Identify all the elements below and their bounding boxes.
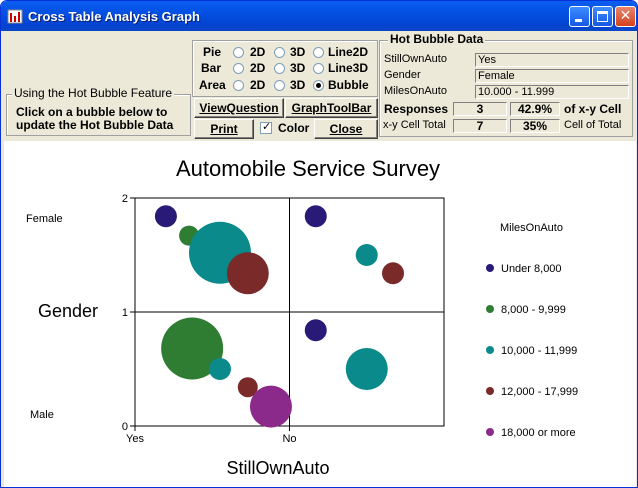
xy-total-label: x-y Cell Total: [383, 119, 446, 131]
field-label: StillOwnAuto: [384, 53, 447, 65]
legend-title: MilesOnAuto: [500, 222, 563, 234]
chart-type-label: Pie: [203, 45, 222, 59]
x-tick-label: Yes: [126, 433, 144, 445]
close-window-button[interactable]: ✕: [615, 6, 636, 27]
legend-marker: [486, 264, 494, 272]
chart-type-option-label[interactable]: Bubble: [328, 78, 369, 92]
legend-marker: [486, 305, 494, 313]
responses-value: 3: [453, 102, 507, 116]
bubble[interactable]: [237, 377, 258, 398]
field-value: 10.000 - 11.999: [475, 85, 629, 99]
chart-type-radio[interactable]: [274, 47, 285, 58]
chart-type-row: Area 2D 3D Bubble: [4, 78, 369, 94]
info-text: Click on a bubble below to update the Ho…: [16, 105, 174, 132]
bubble[interactable]: [154, 205, 177, 228]
bubble[interactable]: [355, 244, 378, 266]
legend-entry: Under 8,000: [501, 263, 562, 275]
minimize-button[interactable]: [569, 6, 590, 27]
chart-type-option-label[interactable]: 3D: [290, 45, 306, 59]
legend-marker: [486, 428, 494, 436]
chart-type-option-label[interactable]: 3D: [290, 78, 306, 92]
close-icon: ✕: [619, 8, 632, 24]
pct-xy-label: of x-y Cell: [564, 102, 622, 116]
bubble[interactable]: [208, 358, 231, 380]
chart-type-option-label[interactable]: 3D: [290, 61, 306, 75]
legend-entry: 8,000 - 9,999: [501, 304, 566, 316]
field-label: Gender: [384, 69, 421, 81]
xy-total-value: 7: [453, 119, 507, 133]
pct-cell-value: 35%: [510, 119, 560, 133]
graph-toolbar-button[interactable]: GraphToolBar: [285, 98, 378, 118]
hot-bubble-legend: Hot Bubble Data: [388, 32, 486, 46]
pct-cell-label: Cell of Total: [564, 119, 622, 131]
chart-type-radio[interactable]: [313, 63, 324, 74]
legend-entry: 18,000 or more: [501, 427, 576, 439]
print-button[interactable]: Print: [194, 119, 254, 139]
chart-type-row: Bar 2D 3D Line3D: [4, 61, 368, 77]
info-legend: Using the Hot Bubble Feature: [12, 86, 175, 100]
y-tick-label: 0: [122, 421, 128, 433]
chart-type-radio[interactable]: [274, 80, 285, 91]
legend-marker: [486, 387, 494, 395]
bubble[interactable]: [382, 262, 405, 285]
y-axis-label: Gender: [38, 301, 98, 321]
chart-title: Automobile Service Survey: [176, 156, 440, 181]
color-label: Color: [278, 121, 310, 135]
chart-type-option-label[interactable]: 2D: [250, 61, 266, 75]
x-tick-label: No: [282, 433, 296, 445]
x-axis-label: StillOwnAuto: [226, 458, 329, 478]
chart-area[interactable]: Automobile Service Survey StillOwnAuto G…: [4, 141, 636, 487]
app-icon: [7, 9, 23, 24]
chart-type-radio[interactable]: [313, 80, 324, 91]
bubble-chart[interactable]: Automobile Service Survey StillOwnAuto G…: [4, 141, 636, 487]
chart-type-group: [192, 40, 378, 97]
legend-marker: [486, 346, 494, 354]
chart-type-radio[interactable]: [233, 47, 244, 58]
chart-type-row: Pie 2D 3D Line2D: [4, 45, 368, 61]
chart-type-radio[interactable]: [233, 80, 244, 91]
field-value: Yes: [475, 53, 629, 67]
legend-entry: 10,000 - 11,999: [501, 345, 577, 357]
maximize-button[interactable]: [592, 6, 613, 27]
color-checkbox[interactable]: [260, 120, 272, 134]
chart-type-option-label[interactable]: Line3D: [328, 61, 369, 75]
minimize-icon: [575, 19, 582, 22]
close-button[interactable]: Close: [314, 119, 378, 139]
chart-type-option-label[interactable]: 2D: [250, 78, 266, 92]
field-label: MilesOnAuto: [384, 85, 447, 97]
pct-xy-value: 42.9%: [510, 102, 560, 116]
y-category-bottom: Male: [30, 409, 54, 421]
view-question-button[interactable]: ViewQuestion: [194, 98, 284, 118]
bubble[interactable]: [226, 252, 269, 295]
chart-type-label: Area: [199, 78, 226, 92]
chart-type-radio[interactable]: [233, 63, 244, 74]
chart-type-option-label[interactable]: 2D: [250, 45, 266, 59]
chart-type-label: Bar: [201, 61, 222, 75]
window-title: Cross Table Analysis Graph: [28, 9, 200, 24]
y-tick-label: 2: [122, 193, 128, 205]
bubble[interactable]: [304, 319, 327, 342]
maximize-icon: [597, 11, 608, 22]
field-value: Female: [475, 69, 629, 83]
responses-label: Responses: [384, 102, 449, 116]
control-panel: Using the Hot Bubble Feature Click on a …: [4, 31, 636, 139]
hot-bubble-group: [379, 40, 633, 137]
bubble[interactable]: [161, 317, 224, 380]
bubble[interactable]: [304, 205, 327, 228]
bubble[interactable]: [249, 385, 292, 428]
chart-type-radio[interactable]: [274, 63, 285, 74]
chart-type-option-label[interactable]: Line2D: [328, 45, 369, 59]
title-bar[interactable]: Cross Table Analysis Graph ✕: [1, 1, 637, 31]
legend-entry: 12,000 - 17,999: [501, 386, 578, 398]
bubble[interactable]: [345, 348, 388, 390]
y-category-top: Female: [26, 213, 63, 225]
chart-type-radio[interactable]: [313, 47, 324, 58]
y-tick-label: 1: [122, 307, 128, 319]
